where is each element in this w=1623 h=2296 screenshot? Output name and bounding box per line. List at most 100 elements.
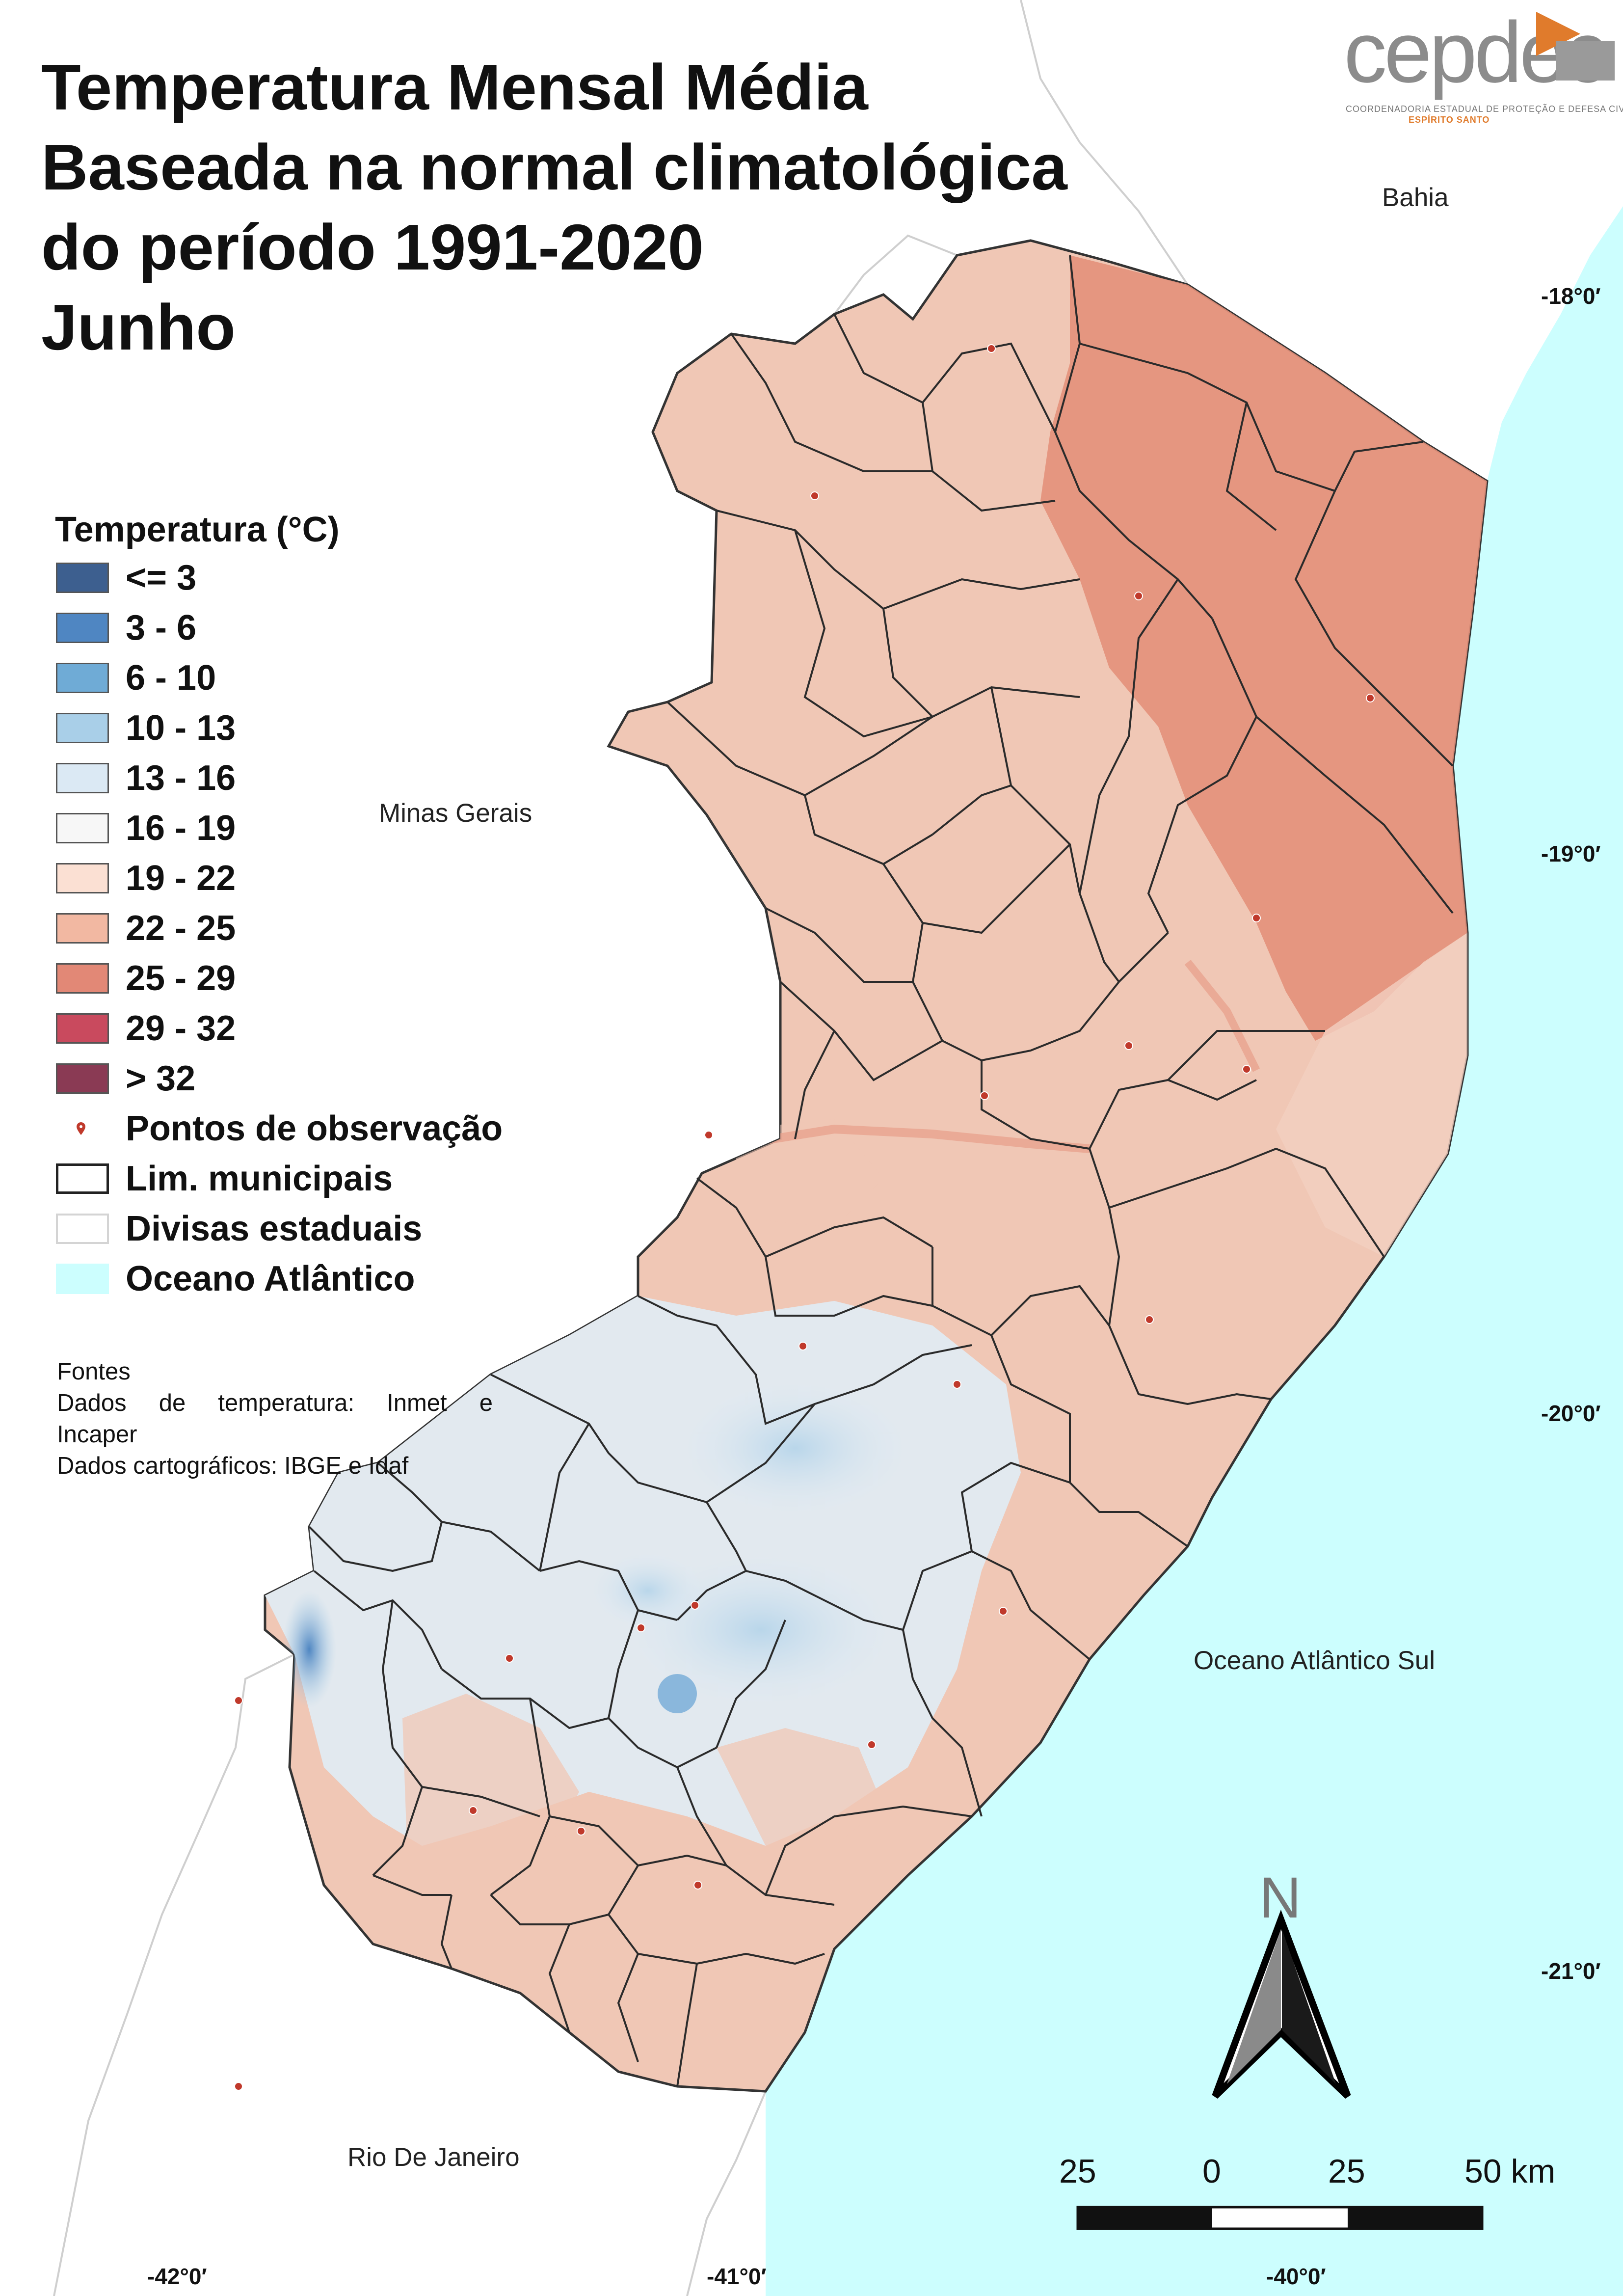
observation-point [810,491,819,500]
observation-point [577,1827,585,1836]
logo-state: ESPÍRITO SANTO [1409,115,1490,125]
atlantic-ocean [766,0,1623,2296]
north-letter: N [1259,1865,1302,1930]
legend-item: 13 - 16 [55,757,340,807]
legend-label: 10 - 13 [126,708,236,748]
state-border-lines [53,0,1189,2296]
legend-swatch [56,913,109,944]
place-label-rio-de-janeiro: Rio De Janeiro [347,2143,520,2172]
legend-label: > 32 [126,1059,196,1098]
title-line-4: Junho [41,291,236,363]
legend: Temperatura (°C) <= 3 3 - 6 6 - 10 10 - … [55,510,503,1308]
legend-label: 22 - 25 [126,909,236,948]
legend-swatch [56,563,109,593]
observation-point [637,1623,645,1632]
sources-temperature: Dados de temperatura: Inmet e [57,1387,493,1419]
observation-point [691,1601,699,1610]
sources-temperature-cont: Incaper [57,1421,137,1448]
legend-label: 19 - 22 [126,859,236,898]
lon-label: -42°0′ [147,2264,207,2289]
place-label-minas-gerais: Minas Gerais [379,799,532,828]
observation-point [1366,694,1375,702]
lat-label: -20°0′ [1541,1401,1601,1426]
legend-item-ocean: Oceano Atlântico [55,1258,415,1308]
observation-point-icon [77,1122,85,1135]
observation-point [693,1881,702,1890]
legend-swatch [56,1063,109,1094]
observation-point [980,1091,989,1100]
legend-swatch-ocean [56,1264,109,1294]
sources-cartographic: Dados cartográficos: IBGE e Idaf [57,1453,409,1479]
observation-point [987,344,996,353]
lat-label: -18°0′ [1541,283,1601,309]
place-label-ocean: Oceano Atlântico Sul [1194,1646,1436,1675]
warm-zone [1040,255,1487,1041]
legend-item-observation: Pontos de observação [55,1107,503,1158]
legend-label-ocean: Oceano Atlântico [126,1259,415,1298]
lat-label: -19°0′ [1541,841,1601,866]
logo-subtitle: COORDENADORIA ESTADUAL DE PROTEÇÃO E DEF… [1346,104,1623,114]
sources-block: Fontes Dados de temperatura: Inmet e Inc… [57,1356,493,1482]
scale-label: 0 [1202,2153,1221,2190]
legend-label-state: Divisas estaduais [126,1209,423,1248]
legend-item: 3 - 6 [55,607,340,657]
legend-label: 13 - 16 [126,758,236,798]
observation-point [234,2082,243,2091]
title-line-2: Baseada na normal climatológica [41,131,1067,203]
legend-item: 10 - 13 [55,707,340,757]
observation-point [704,1131,713,1139]
legend-item: 22 - 25 [55,907,340,957]
legend-swatch [56,1013,109,1044]
sources-word: Inmet [387,1390,447,1416]
legend-item-state: Divisas estaduais [55,1208,422,1258]
scale-label: 50 km [1464,2153,1556,2190]
scale-label: 25 [1328,2153,1365,2190]
observation-point [1134,592,1143,600]
cepdec-logo: cepdec COORDENADORIA ESTADUAL DE PROTEÇÃ… [1340,0,1623,128]
legend-swatch [56,613,109,643]
title-line-1: Temperatura Mensal Média [41,51,868,123]
legend-swatch [56,863,109,893]
lon-label: -41°0′ [707,2264,767,2289]
legend-item: 16 - 19 [55,807,340,857]
map-title: Temperatura Mensal Média Baseada na norm… [41,47,1067,367]
observation-point [1242,1065,1251,1074]
title-line-3: do período 1991-2020 [41,211,704,283]
legend-swatch [56,813,109,843]
legend-label: 25 - 29 [126,959,236,998]
legend-label: <= 3 [126,558,197,597]
sources-word: temperatura: [218,1390,355,1416]
legend-swatch [56,763,109,793]
observation-point [234,1696,243,1705]
legend-item: 19 - 22 [55,857,340,907]
sources-word: Dados [57,1390,127,1416]
legend-item-municipal: Lim. municipais [55,1158,393,1208]
espirito-santo-state [234,239,1489,2093]
legend-label: 3 - 6 [126,608,197,648]
legend-label-observation: Pontos de observação [126,1109,503,1148]
legend-label: 29 - 32 [126,1009,236,1048]
legend-swatch [56,963,109,994]
observation-point [953,1380,961,1389]
legend-swatch-state [56,1214,109,1244]
legend-swatch-municipal [56,1163,109,1194]
sources-word: e [479,1390,493,1416]
legend-label: 16 - 19 [126,809,236,848]
legend-label: 6 - 10 [126,658,216,698]
place-label-bahia: Bahia [1382,183,1449,212]
legend-item: > 32 [55,1057,340,1107]
lon-label: -40°0′ [1266,2264,1326,2289]
legend-item: 6 - 10 [55,657,340,707]
observation-points [234,344,1375,2091]
legend-item: <= 3 [55,557,340,607]
lat-label: -21°0′ [1541,1958,1601,1984]
logo-arrow-icon [1536,12,1615,81]
scale-bar [1076,2206,1484,2230]
observation-point [1252,914,1261,922]
observation-point [798,1342,807,1351]
legend-label-municipal: Lim. municipais [126,1159,393,1198]
sources-heading: Fontes [57,1358,131,1385]
north-arrow-icon [1212,1910,1351,2099]
legend-swatch [56,663,109,693]
observation-point [469,1806,478,1815]
